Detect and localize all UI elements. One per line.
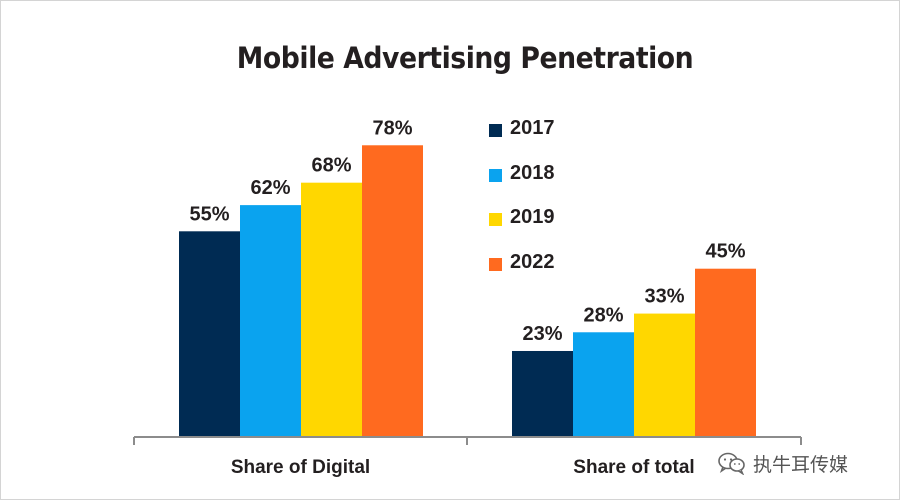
- legend-label-2018: 2018: [510, 161, 555, 184]
- watermark: 执牛耳传媒: [717, 449, 848, 477]
- chart-title: Mobile Advertising Penetration: [236, 41, 694, 75]
- data-label-2019-0: 68%: [311, 155, 351, 177]
- data-label-2019-1: 33%: [644, 286, 684, 308]
- bar-2017-1: [512, 350, 573, 437]
- legend-label-2019: 2019: [510, 206, 555, 228]
- bar-2018-1: [573, 332, 634, 437]
- bar-2018-0: [240, 205, 301, 437]
- bar-2019-0: [301, 182, 362, 437]
- legend-swatch-2017: [489, 124, 502, 137]
- wechat-icon: [718, 452, 745, 475]
- legend-swatch-2019: [489, 213, 502, 226]
- watermark-text: 执牛耳传媒: [753, 453, 849, 476]
- bar-2022-1: [695, 268, 756, 437]
- data-label-2017-0: 55%: [189, 203, 229, 225]
- legend-swatch-2018: [489, 168, 502, 182]
- legend-label-2022: 2022: [510, 250, 555, 273]
- data-label-2018-1: 28%: [583, 304, 623, 326]
- bar-2022-0: [362, 145, 423, 437]
- data-label-2018-0: 62%: [250, 177, 290, 199]
- category-label-1: Share of total: [573, 457, 694, 478]
- legend-swatch-2022: [489, 257, 502, 271]
- bar-2019-1: [634, 313, 695, 437]
- bar-2017-0: [179, 231, 240, 437]
- legend-label-2017: 2017: [510, 117, 555, 139]
- data-label-2022-0: 78%: [372, 117, 412, 139]
- category-label-0: Share of Digital: [231, 457, 370, 478]
- data-label-2022-1: 45%: [705, 241, 745, 263]
- data-label-2017-1: 23%: [522, 323, 562, 345]
